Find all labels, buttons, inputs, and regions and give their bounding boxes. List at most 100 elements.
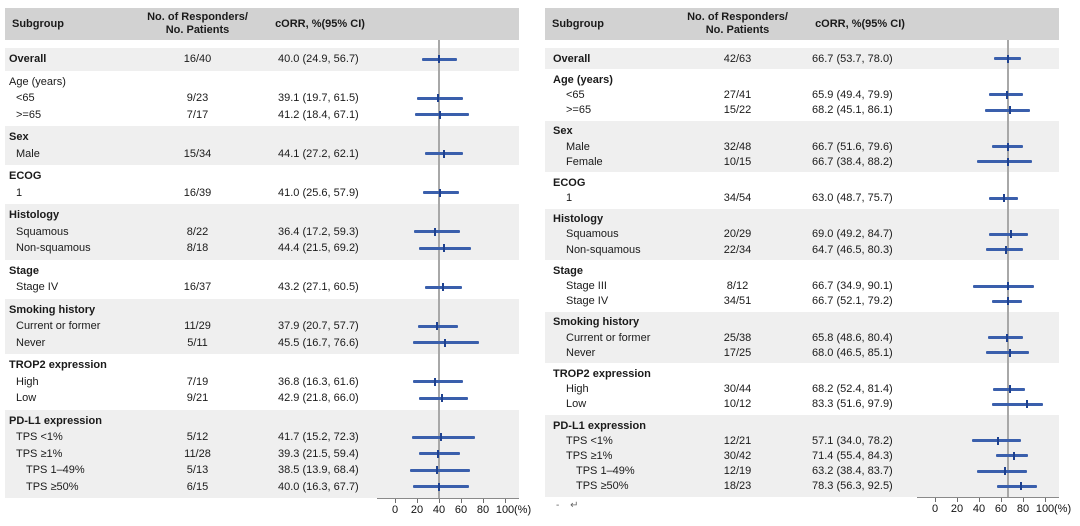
point-estimate-tick xyxy=(1007,54,1010,63)
subgroup-label: Histology xyxy=(9,209,60,222)
axis-tick-label: 0 xyxy=(931,502,939,515)
ci-plot-cell xyxy=(390,279,519,296)
ci-plot-cell xyxy=(390,51,519,68)
subgroup-label: Histology xyxy=(553,213,604,226)
ci-line xyxy=(986,248,1024,252)
subgroup-section: ECOG 1 34/54 63.0 (48.7, 75.7) xyxy=(545,172,1059,209)
responders-cell: 16/37 xyxy=(183,281,212,294)
subgroup-label: TPS ≥50% xyxy=(576,480,629,493)
ci-plot-cell xyxy=(390,318,519,335)
ci-line xyxy=(984,108,1030,112)
subgroup-label: Never xyxy=(566,346,596,359)
subgroup-label: Current or former xyxy=(566,331,651,344)
table-row: Never 5/11 45.5 (16.7, 76.6) xyxy=(5,335,519,352)
table-body: Overall 16/40 40.0 (24.9, 56.7) Age (years)… xyxy=(5,40,519,498)
ci-plot-cell xyxy=(930,479,1059,494)
responders-cell: 34/51 xyxy=(723,295,752,308)
responders-cell: 16/39 xyxy=(183,186,212,199)
corr-ci-cell: 78.3 (56.3, 92.5) xyxy=(812,480,893,493)
point-estimate-tick xyxy=(434,227,437,236)
ci-plot-cell xyxy=(930,124,1059,139)
responders-cell: 30/44 xyxy=(723,383,752,396)
subgroup-label: Low xyxy=(566,398,587,411)
corr-ci-cell: 68.2 (45.1, 86.1) xyxy=(812,104,893,117)
point-estimate-tick xyxy=(435,322,438,331)
subgroup-label: 1 xyxy=(16,186,23,199)
corr-ci-cell: 42.9 (21.8, 66.0) xyxy=(278,392,359,405)
table-row: >=65 7/17 41.2 (18.4, 67.1) xyxy=(5,107,519,124)
subgroup-section: Age (years) <65 27/41 65.9 (49.4, 79.9) >=65… xyxy=(545,69,1059,121)
responders-cell: 10/12 xyxy=(723,398,752,411)
corr-ci-cell: 68.0 (46.5, 85.1) xyxy=(812,346,893,359)
responders-cell: 32/48 xyxy=(723,140,752,153)
subgroup-label: Stage IV xyxy=(16,281,59,294)
col-header-subgroup: Subgroup xyxy=(12,18,64,30)
subgroup-label: Sex xyxy=(9,131,29,144)
subgroup-label: TPS <1% xyxy=(16,431,63,444)
subgroup-section: Stage Stage IV 16/37 43.2 (27.1, 60.5) xyxy=(5,259,519,299)
subgroup-label: Stage III xyxy=(566,280,607,293)
subgroup-label: Male xyxy=(16,147,40,160)
responders-cell: 6/15 xyxy=(186,480,209,493)
axis-tick xyxy=(461,499,462,503)
ci-line xyxy=(977,160,1032,164)
axis-unit-label: (%) xyxy=(1054,502,1072,515)
col-header-responders: No. of Responders/ No. Patients xyxy=(147,11,248,36)
table-row: TPS 1–49% 12/19 63.2 (38.4, 83.7) xyxy=(545,464,1059,479)
ci-plot-cell xyxy=(930,175,1059,190)
col-header-responders: No. of Responders/ No. Patients xyxy=(687,11,788,36)
axis-tick-label: 60 xyxy=(454,504,468,516)
responders-cell: 11/29 xyxy=(184,320,211,333)
subgroup-label: TPS 1–49% xyxy=(576,465,635,478)
table-row: Smoking history xyxy=(545,315,1059,330)
ci-plot-cell xyxy=(390,357,519,374)
ci-plot-cell xyxy=(930,103,1059,118)
point-estimate-tick xyxy=(438,55,440,64)
table-row: TPS ≥50% 6/15 40.0 (16.3, 67.7) xyxy=(5,479,519,496)
ci-plot-cell xyxy=(390,263,519,280)
ci-plot-cell xyxy=(390,240,519,257)
responders-cell: 7/17 xyxy=(186,108,209,121)
subgroup-section: Smoking history Current or former 11/29 37.… xyxy=(5,298,519,354)
subgroup-section: Smoking history Current or former 25/38 65.… xyxy=(545,311,1059,364)
axis-tick xyxy=(505,499,506,503)
table-header-row: Subgroup No. of Responders/ No. Patients c… xyxy=(545,8,1059,40)
axis-tick-label: 60 xyxy=(994,502,1008,515)
table-row: Low 9/21 42.9 (21.8, 66.0) xyxy=(5,390,519,407)
ci-line xyxy=(412,485,470,489)
corr-ci-cell: 65.8 (48.6, 80.4) xyxy=(812,331,893,344)
subgroup-label: Sex xyxy=(553,125,573,138)
responders-cell: 42/63 xyxy=(723,52,752,65)
corr-ci-cell: 41.0 (25.6, 57.9) xyxy=(278,186,359,199)
ci-plot-cell xyxy=(390,168,519,185)
point-estimate-tick xyxy=(1003,467,1006,476)
subgroup-section: TROP2 expression High 7/19 36.8 (16.3, 61.6… xyxy=(5,354,519,410)
table-row: TPS ≥1% 11/28 39.3 (21.5, 59.4) xyxy=(5,446,519,463)
responders-cell: 11/28 xyxy=(184,447,211,460)
ci-plot-cell xyxy=(930,263,1059,278)
responders-cell: 22/34 xyxy=(723,243,752,256)
table-row: Stage III 8/12 66.7 (34.9, 90.1) xyxy=(545,278,1059,293)
subgroup-label: TROP2 expression xyxy=(553,367,651,380)
ci-line xyxy=(418,246,472,250)
ci-plot-cell xyxy=(930,154,1059,169)
ci-line xyxy=(413,230,461,234)
ci-plot-cell xyxy=(390,107,519,124)
point-estimate-tick xyxy=(439,110,442,119)
subgroup-label: Squamous xyxy=(16,225,69,238)
axis-tick-label: 100 xyxy=(495,504,515,516)
table-row: Histology xyxy=(545,212,1059,227)
table-row: Stage xyxy=(5,263,519,280)
subgroup-label: Stage IV xyxy=(566,295,609,308)
subgroup-section: TROP2 expression High 30/44 68.2 (52.4, 81.… xyxy=(545,363,1059,415)
subgroup-label: Female xyxy=(566,155,603,168)
corr-ci-cell: 38.5 (13.9, 68.4) xyxy=(278,464,359,477)
subgroup-label: Never xyxy=(16,336,46,349)
table-row: TROP2 expression xyxy=(545,366,1059,381)
responders-cell: 15/22 xyxy=(723,104,752,117)
subgroup-section: Age (years) <65 9/23 39.1 (19.7, 61.5) >=65 7… xyxy=(5,70,519,126)
ci-plot-cell xyxy=(390,224,519,241)
corr-ci-cell: 40.0 (24.9, 56.7) xyxy=(278,53,359,66)
ci-line xyxy=(415,113,469,117)
table-row: Stage xyxy=(545,263,1059,278)
